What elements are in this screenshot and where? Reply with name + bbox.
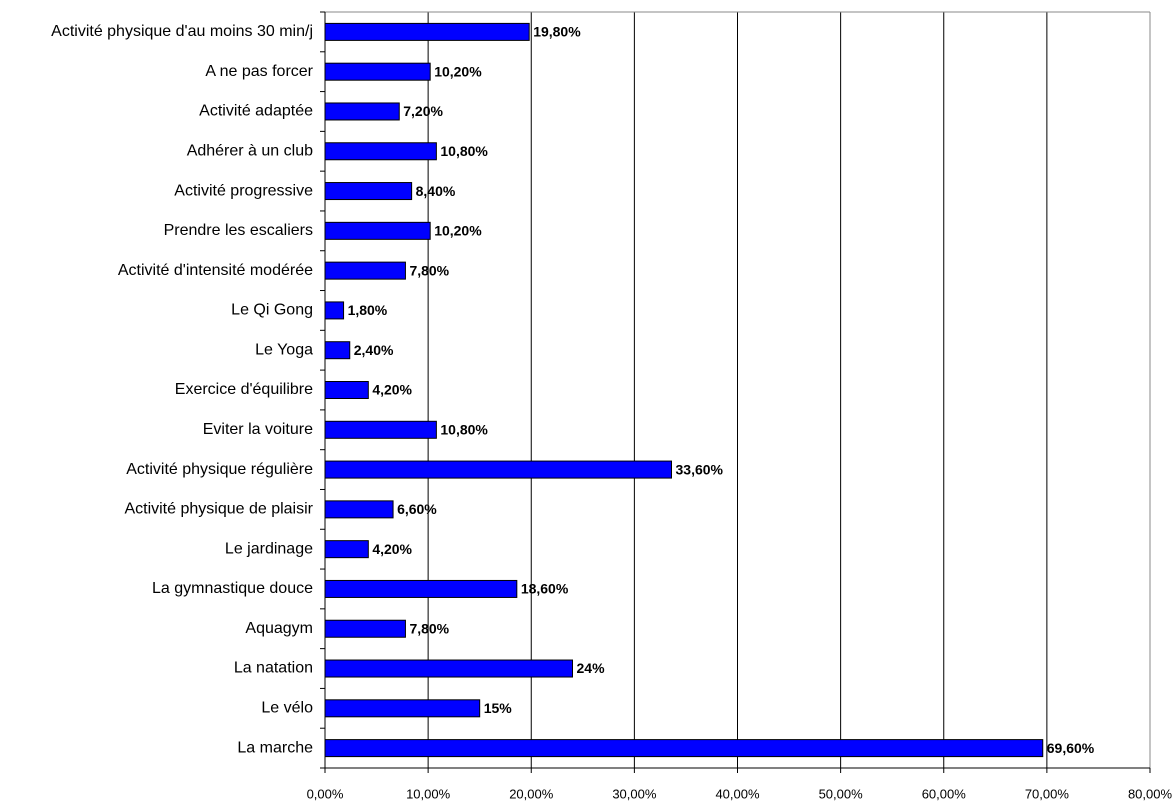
value-label: 10,80% — [440, 143, 488, 159]
y-tick-label: La natation — [234, 660, 313, 677]
y-tick-label: Aquagym — [245, 620, 313, 637]
value-label: 7,20% — [403, 103, 443, 119]
bar — [324, 659, 573, 678]
y-tick-label: Le Qi Gong — [231, 302, 313, 319]
y-tick-label: Le Yoga — [255, 341, 313, 358]
y-tick-label: La marche — [237, 739, 313, 756]
bar — [324, 22, 530, 41]
y-tick-label: Activité adaptée — [199, 103, 313, 120]
bar — [324, 500, 394, 519]
x-tick-label: 30,00% — [612, 786, 657, 801]
bar — [324, 102, 400, 121]
value-label: 18,60% — [521, 581, 569, 597]
value-label: 4,20% — [372, 382, 412, 398]
bar — [324, 261, 406, 280]
y-tick-label: A ne pas forcer — [205, 63, 313, 80]
y-tick-label: La gymnastique douce — [152, 580, 313, 597]
bar — [324, 619, 406, 638]
value-label: 69,60% — [1047, 740, 1095, 756]
value-label: 19,80% — [533, 24, 581, 40]
value-label: 2,40% — [354, 342, 394, 358]
y-tick-label: Activité physique de plaisir — [124, 501, 313, 518]
value-label: 24% — [577, 660, 606, 676]
y-tick-label: Exercice d'équilibre — [175, 381, 313, 398]
bar — [324, 221, 431, 240]
y-tick-label: Activité physique d'au moins 30 min/j — [51, 23, 313, 40]
bar — [324, 420, 437, 439]
x-tick-label: 40,00% — [715, 786, 760, 801]
y-tick-label: Adhérer à un club — [187, 142, 313, 159]
value-label: 1,80% — [348, 302, 388, 318]
bar — [324, 62, 431, 81]
value-label: 33,60% — [676, 461, 724, 477]
bar — [324, 182, 413, 201]
value-label: 10,20% — [434, 63, 482, 79]
x-tick-label: 50,00% — [819, 786, 864, 801]
y-tick-label: Activité d'intensité modérée — [118, 262, 313, 279]
y-tick-label: Eviter la voiture — [203, 421, 313, 438]
value-label: 7,80% — [409, 620, 449, 636]
bar — [324, 579, 518, 598]
value-label: 10,20% — [434, 223, 482, 239]
bar — [324, 699, 481, 718]
y-tick-label: Activité progressive — [174, 182, 313, 199]
y-tick-label: Prendre les escaliers — [164, 222, 313, 239]
value-label: 7,80% — [409, 262, 449, 278]
bar — [324, 540, 369, 559]
value-label: 10,80% — [440, 421, 488, 437]
bar — [324, 460, 672, 479]
value-label: 8,40% — [416, 183, 456, 199]
bar — [324, 739, 1044, 758]
y-tick-label: Activité physique régulière — [126, 461, 313, 478]
y-tick-label: Le jardinage — [225, 540, 313, 557]
bar — [324, 341, 351, 360]
y-tick-label: Le vélo — [261, 700, 313, 717]
value-label: 6,60% — [397, 501, 437, 517]
x-tick-label: 20,00% — [509, 786, 554, 801]
value-label: 4,20% — [372, 541, 412, 557]
x-tick-label: 80,00% — [1128, 786, 1173, 801]
bar — [324, 301, 345, 320]
x-tick-label: 10,00% — [406, 786, 451, 801]
value-label: 15% — [484, 700, 513, 716]
x-tick-label: 0,00% — [307, 786, 344, 801]
bar — [324, 381, 369, 399]
x-tick-label: 60,00% — [922, 786, 967, 801]
x-tick-label: 70,00% — [1025, 786, 1070, 801]
bar — [324, 142, 437, 161]
